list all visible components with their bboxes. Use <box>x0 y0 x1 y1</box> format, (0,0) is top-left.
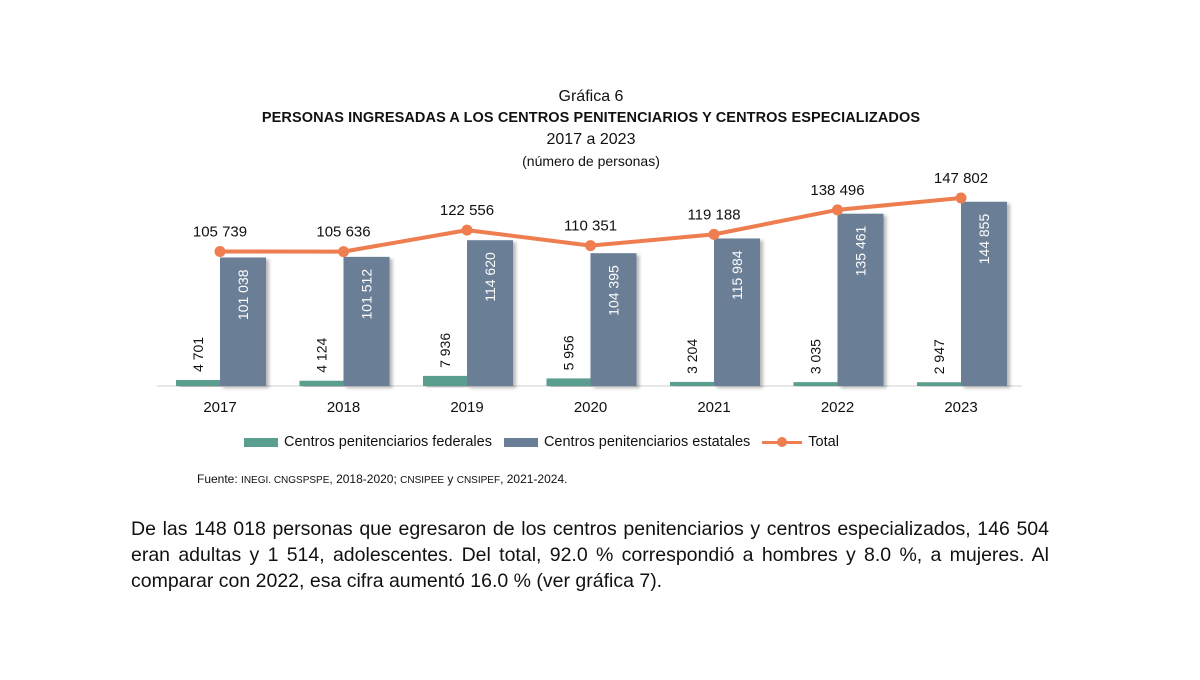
bar-estatales-2020 <box>590 253 637 386</box>
label-federales-2017: 4 701 <box>190 337 206 372</box>
source-cnsipee: CNSIPEE <box>400 475 445 486</box>
label-estatales-2021: 115 984 <box>729 250 745 300</box>
bar-estatales-2021 <box>714 238 760 386</box>
source-prefix: Fuente: <box>197 472 238 486</box>
point-total-2021 <box>708 228 720 240</box>
bar-estatales-2022 <box>837 213 884 386</box>
legend-item-estatales: Centros penitenciarios estatales <box>503 434 751 450</box>
label-federales-2020: 5 956 <box>561 335 577 370</box>
bar-federales-2023 <box>917 382 961 386</box>
point-total-2020 <box>585 240 596 252</box>
chart-subtitle: 2017 a 2023 <box>546 131 636 148</box>
x-tick-2022: 2022 <box>821 399 854 416</box>
label-federales-2023: 2 947 <box>931 339 947 374</box>
legend-swatch-total <box>762 436 803 448</box>
label-total-2020: 110 351 <box>564 218 617 235</box>
x-tick-2017: 2017 <box>203 399 236 416</box>
legend-swatch-estatales <box>503 437 538 447</box>
label-total-2017: 105 739 <box>193 224 247 241</box>
label-estatales-2018: 101 512 <box>359 269 375 320</box>
bar-federales-2021 <box>670 381 714 386</box>
chart-unit: (número de personas) <box>522 153 660 169</box>
label-federales-2018: 4 124 <box>314 338 330 373</box>
label-estatales-2022: 135 461 <box>853 225 869 276</box>
legend-label-estatales: Centros penitenciarios estatales <box>543 434 751 450</box>
label-estatales-2019: 114 620 <box>482 252 498 302</box>
body-paragraph: De las 148 018 personas que egresaron de… <box>131 518 1049 592</box>
label-estatales-2023: 144 855 <box>976 214 992 265</box>
label-federales-2021: 3 204 <box>684 339 700 374</box>
bar-federales-2020 <box>546 378 591 386</box>
x-tick-2020: 2020 <box>574 399 607 416</box>
point-total-2022 <box>832 204 843 216</box>
x-tick-2021: 2021 <box>697 399 730 416</box>
chart-title: PERSONAS INGRESADAS A LOS CENTROS PENITE… <box>261 110 921 126</box>
source-years-2: , 2021-2024. <box>500 472 568 486</box>
point-total-2019 <box>461 224 473 236</box>
source-and: y <box>444 472 457 486</box>
bar-federales-2019 <box>423 375 467 386</box>
bar-estatales-2017 <box>220 257 266 386</box>
source-note: Fuente: INEGI. CNGSPSPE, 2018-2020; CNSI… <box>197 472 567 486</box>
point-total-2017 <box>214 246 226 258</box>
chart-legend: Centros penitenciarios federales Centros… <box>244 433 851 451</box>
x-tick-2023: 2023 <box>944 399 977 416</box>
source-years-1: , 2018-2020; <box>329 472 401 486</box>
source-cnsipef: CNSIPEF <box>456 475 501 486</box>
legend-label-federales: Centros penitenciarios federales <box>284 434 492 450</box>
label-federales-2022: 3 035 <box>808 339 824 374</box>
bar-estatales-2019 <box>467 240 513 386</box>
label-estatales-2017: 101 038 <box>235 269 251 320</box>
source-cngspspe: INEGI. CNGSPSPE <box>241 475 330 486</box>
label-total-2022: 138 496 <box>810 182 864 199</box>
label-total-2023: 147 802 <box>934 170 988 187</box>
x-tick-2018: 2018 <box>327 399 360 416</box>
legend-label-total: Total <box>808 434 839 450</box>
label-total-2019: 122 556 <box>440 202 494 219</box>
bar-federales-2022 <box>793 382 838 386</box>
label-federales-2019: 7 936 <box>437 333 453 368</box>
point-total-2023 <box>955 192 967 204</box>
label-total-2021: 119 188 <box>687 206 740 223</box>
chart-label: Gráfica 6 <box>558 88 624 105</box>
bar-estatales-2018 <box>343 256 390 386</box>
chart-canvas: 4 701 101 038 2017 4 124 101 512 2018 7 936 114… <box>157 170 1022 416</box>
legend-item-total: Total <box>762 434 839 450</box>
bar-estatales-2023 <box>961 201 1007 386</box>
label-estatales-2020: 104 395 <box>606 265 622 316</box>
point-total-2018 <box>338 246 349 258</box>
legend-item-federales: Centros penitenciarios federales <box>244 434 492 450</box>
bar-federales-2018 <box>299 380 344 386</box>
label-total-2018: 105 636 <box>316 224 370 241</box>
legend-swatch-federales <box>244 437 278 447</box>
x-tick-2019: 2019 <box>450 399 483 416</box>
bar-federales-2017 <box>176 380 220 386</box>
